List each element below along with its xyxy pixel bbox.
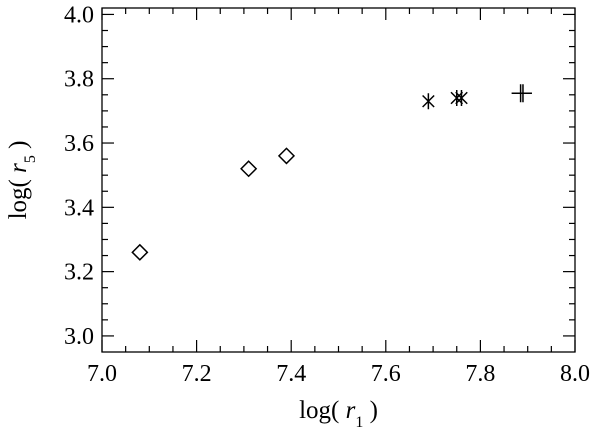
x-tick-label: 7.8 [465,361,495,387]
asterisk-point [422,93,435,110]
plot-frame [101,7,576,353]
x-tick-label: 7.6 [371,361,401,387]
plus-point [513,84,532,103]
axis-tick-labels: 7.0 7.2 7.4 7.6 7.8 8.0 3.0 3.2 3.4 3.6 3.8 4.0 [64,2,590,387]
x-tick-label: 8.0 [560,361,590,387]
y-tick-label: 3.0 [64,324,94,350]
y-tick-label: 3.8 [64,67,94,93]
y-tick-label: 3.4 [64,195,94,221]
x-axis-label: log( r1 ) [299,397,378,431]
x-tick-label: 7.0 [87,361,117,387]
x-tick-label: 7.2 [182,361,212,387]
y-tick-label: 3.2 [64,260,94,286]
y-tick-label: 4.0 [64,2,94,28]
diamond-point [277,147,296,165]
asterisk-point [455,90,468,107]
data-points [131,84,532,261]
y-tick-label: 3.6 [64,131,94,157]
x-tick-label: 7.4 [276,361,306,387]
diamond-point [240,160,258,178]
diamond-point [131,243,149,261]
axis-ticks [101,8,576,352]
y-axis-label: log( r5 ) [5,141,39,220]
